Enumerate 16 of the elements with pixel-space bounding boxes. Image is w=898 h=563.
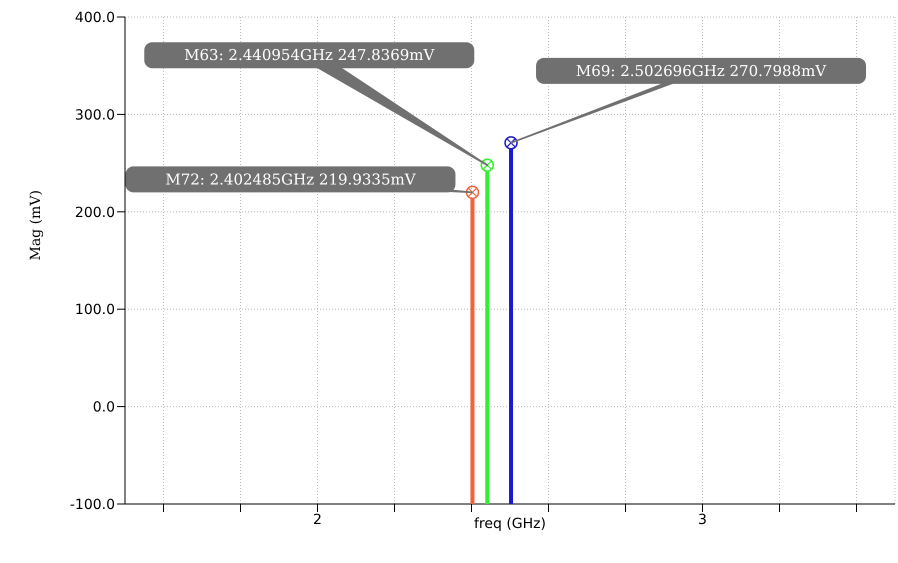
annotation: M63: 2.440954GHz 247.8369mV bbox=[184, 46, 436, 64]
point bbox=[480, 158, 494, 172]
y-tick-label: 0.0 bbox=[92, 400, 115, 416]
y-tick-label: -100.0 bbox=[70, 496, 115, 513]
point bbox=[504, 136, 518, 150]
y-tick-label: 400.0 bbox=[74, 10, 115, 26]
annotation: M72: 2.402485GHz 219.9335mV bbox=[165, 170, 417, 188]
y-tick-label: 200.0 bbox=[74, 204, 115, 221]
annotation: M69: 2.502696GHz 270.7988mV bbox=[576, 62, 828, 80]
y-axis-title: Mag (mV) bbox=[28, 190, 44, 260]
y-tick-label: 100.0 bbox=[74, 302, 115, 318]
y-tick-label: 300.0 bbox=[74, 107, 115, 124]
x-axis-title: freq (GHz) bbox=[474, 516, 546, 532]
x-tick-label: 2 bbox=[313, 512, 322, 528]
x-tick-label: 3 bbox=[698, 512, 707, 528]
point bbox=[466, 186, 480, 200]
